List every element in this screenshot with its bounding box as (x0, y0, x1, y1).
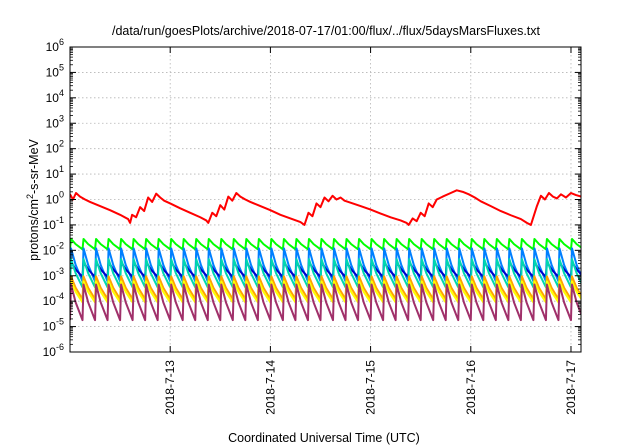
y-tick-label: 104 (46, 88, 64, 105)
y-tick-label: 102 (46, 139, 64, 156)
x-tick-label: 2018-7-13 (163, 360, 177, 415)
x-axis-title: Coordinated Universal Time (UTC) (228, 431, 420, 445)
x-tick-label: 2018-7-17 (564, 360, 578, 415)
y-axis-title-sup: 2 (25, 194, 35, 199)
x-tick-label: 2018-7-16 (464, 360, 478, 415)
series-line-7 (70, 283, 581, 322)
chart-title: /data/run/goesPlots/archive/2018-07-17/0… (112, 24, 541, 38)
series-line-1 (70, 237, 581, 251)
series-line-4 (70, 258, 581, 289)
y-tick-label: 105 (46, 62, 64, 79)
y-axis-title: protons/cm2-s-sr-MeV (25, 138, 41, 260)
y-tick-label: 10-5 (43, 317, 64, 334)
y-tick-label: 10-2 (43, 240, 64, 257)
y-tick-label: 10-6 (43, 342, 64, 359)
y-tick-label: 100 (46, 190, 64, 207)
y-tick-label: 10-3 (43, 266, 64, 283)
series-line-5 (70, 275, 581, 301)
y-tick-label: 10-1 (43, 215, 64, 232)
y-tick-label: 106 (46, 37, 64, 54)
series-layer (70, 189, 581, 322)
x-axis-ticks: 2018-7-13 2018-7-14 2018-7-15 2018-7-16 2018… (163, 47, 578, 415)
x-tick-label: 2018-7-15 (364, 360, 378, 415)
series-line-0 (70, 189, 581, 226)
y-axis-title-rest: -s-sr-MeV (27, 138, 41, 194)
y-axis-title-main: protons/cm (27, 199, 41, 261)
x-tick-label: 2018-7-14 (263, 360, 277, 415)
y-tick-label: 101 (46, 164, 64, 181)
y-axis-ticks: 10-6 10-5 10-4 10-3 10-2 10-1 100 101 102 103 104 1… (43, 37, 581, 359)
y-tick-label: 10-4 (43, 291, 64, 308)
y-tick-label: 103 (46, 113, 64, 130)
